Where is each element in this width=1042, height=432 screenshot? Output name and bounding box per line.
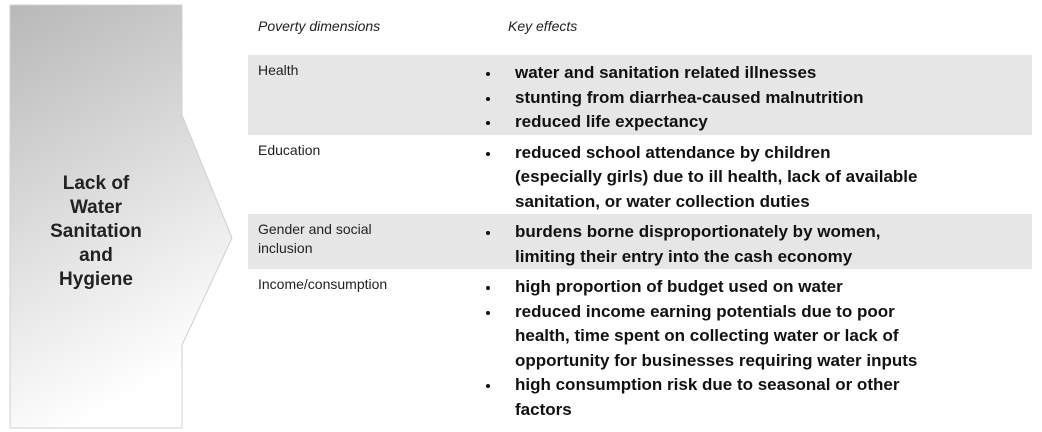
dimension-line: Income/consumption — [258, 276, 388, 292]
table-row: Education reduced school attendance by ch… — [248, 135, 1032, 215]
effect-item: water and sanitation related illnesses — [478, 61, 1032, 86]
bullet — [486, 310, 490, 315]
effect-line: sanitation, or water collection duties — [515, 191, 810, 211]
effect-line: high proportion of budget used on water — [515, 277, 843, 296]
table-row: Gender and social inclusion burdens borne … — [248, 214, 1032, 269]
source-line: Hygiene — [59, 269, 133, 290]
dimension-line: Health — [258, 62, 299, 78]
effect-line: health, time spent on collecting water o… — [515, 326, 899, 345]
source-line: Water — [69, 197, 123, 218]
effect-item: high proportion of budget used on water — [478, 275, 1032, 300]
bullet — [486, 121, 490, 125]
column-header: Poverty dimensions — [258, 18, 381, 34]
source-line: and — [79, 245, 113, 266]
bullet — [486, 151, 490, 156]
effects: high proportion of budget used on water r… — [478, 275, 1032, 422]
dimension-line: Education — [258, 141, 321, 158]
dimension-line: Gender and social — [258, 221, 372, 237]
bullet — [486, 384, 490, 388]
source-label: Lack of Water Sanitation and Hygiene — [10, 172, 182, 292]
effect-line: reduced income earning potentials due to… — [515, 301, 895, 321]
effect-item: high consumption risk due to seasonal or… — [478, 373, 1032, 422]
effect-item: burdens borne disproportionately by wome… — [478, 220, 1032, 269]
arrow-shape — [9, 4, 233, 429]
table-body: Health water and sanitation related illne… — [248, 55, 1032, 422]
dimension: Income/consumption — [248, 275, 478, 422]
source-line: Lack of — [62, 173, 130, 194]
effects: burdens borne disproportionately by wome… — [478, 220, 1032, 269]
table-row: Income/consumption high proportion of bud… — [248, 269, 1032, 422]
column-header: Key effects — [508, 18, 578, 34]
dimension-line: inclusion — [258, 240, 313, 256]
effect-line: water and sanitation related illnesses — [515, 63, 817, 82]
effect-item: stunting from diarrhea-caused malnutriti… — [478, 86, 1032, 111]
effects: reduced school attendance by children (es… — [478, 141, 1032, 215]
effect-item: reduced school attendance by children (es… — [478, 141, 1032, 215]
dimension: Education — [248, 141, 478, 215]
effect-line: reduced school attendance by children — [515, 142, 831, 162]
effect-line: reduced life expectancy — [515, 112, 708, 131]
dimension: Health — [248, 61, 478, 135]
effect-line: opportunity for businesses requiring wat… — [515, 350, 918, 370]
effect-line: limiting their entry into the cash econo… — [515, 246, 853, 266]
bullet — [486, 286, 490, 290]
effect-line: high consumption risk due to seasonal or… — [515, 375, 900, 394]
source-line: Sanitation — [50, 221, 142, 242]
effect-line: burdens borne disproportionately by wome… — [515, 222, 881, 241]
effect-line: stunting from diarrhea-caused malnutriti… — [515, 87, 864, 107]
effects: water and sanitation related illnesses st… — [478, 61, 1032, 135]
effect-line: factors — [515, 399, 572, 419]
effect-line: (especially girls) due to ill health, la… — [515, 167, 918, 186]
bullet — [486, 96, 490, 101]
effect-item: reduced life expectancy — [478, 110, 1032, 135]
bullet — [486, 231, 490, 235]
bullet — [486, 72, 490, 76]
dimension: Gender and social inclusion — [248, 220, 478, 269]
table-row: Health water and sanitation related illne… — [248, 55, 1032, 135]
effect-item: reduced income earning potentials due to… — [478, 300, 1032, 374]
